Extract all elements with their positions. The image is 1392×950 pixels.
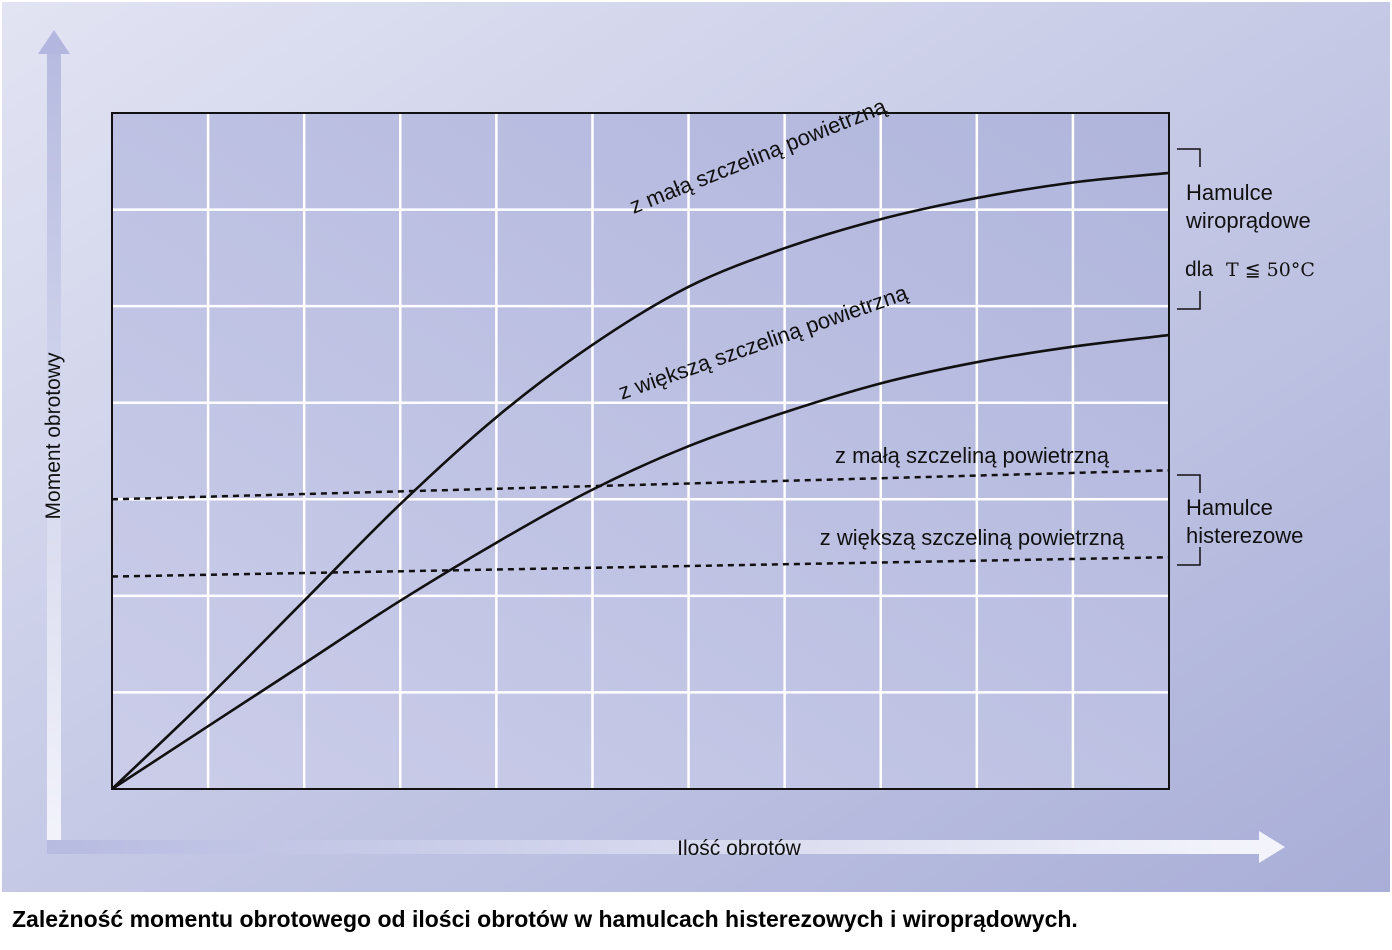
eddy-condition: T ≦ 50°C: [1226, 259, 1315, 281]
series-label: z małą szczeliną powietrzną: [835, 443, 1110, 468]
x-axis-arrow-shaft: [47, 840, 1259, 854]
series-line-eddy-larger-gap: [111, 333, 1170, 791]
y-axis-arrow-shaft: [47, 54, 61, 854]
series-line-hysteresis-larger-gap: [111, 555, 1170, 578]
series-line-hysteresis-small-gap: [111, 469, 1170, 501]
chart-svg: z małą szczeliną powietrzną z większą szc…: [2, 2, 1390, 892]
x-axis-label: Ilość obrotów: [677, 837, 802, 860]
hysteresis-group-label: histerezowe: [1186, 523, 1303, 548]
y-axis-arrow-head: [38, 30, 70, 54]
eddy-group-bracket: [1177, 148, 1201, 310]
series-label: z większą szczeliną powietrzną: [820, 525, 1125, 550]
chart-figure: z małą szczeliną powietrzną z większą szc…: [2, 2, 1390, 892]
series-line-eddy-small-gap: [111, 171, 1170, 790]
figure-caption: Zależność momentu obrotowego od ilości o…: [12, 906, 1078, 932]
hysteresis-group-bracket: [1177, 474, 1201, 566]
eddy-group-label: Hamulce: [1186, 180, 1273, 205]
y-axis-label: Moment obrotowy: [42, 352, 65, 519]
eddy-group-label: wiroprądowe: [1185, 208, 1311, 233]
plot-frame: [111, 112, 1170, 790]
hysteresis-group-label: Hamulce: [1186, 495, 1273, 520]
x-axis-arrow-head: [1259, 831, 1285, 863]
plot-area: [112, 113, 1169, 789]
eddy-condition-prefix: dla: [1185, 258, 1213, 281]
grid: [112, 113, 1169, 789]
